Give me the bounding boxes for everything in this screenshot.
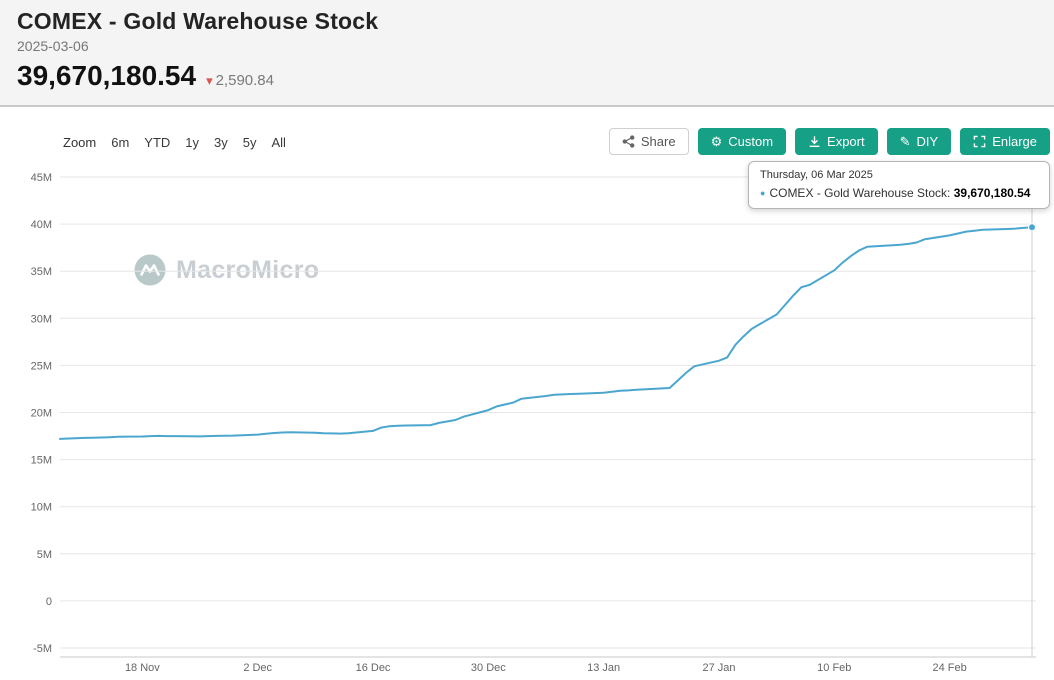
y-axis-label: 0 xyxy=(46,596,52,608)
y-axis-label: 45M xyxy=(31,172,52,184)
down-triangle-icon: ▾ xyxy=(206,73,213,88)
range-1y[interactable]: 1y xyxy=(185,135,200,150)
header-date: 2025-03-06 xyxy=(17,38,89,54)
export-button[interactable]: Export xyxy=(795,128,878,155)
enlarge-button-label: Enlarge xyxy=(992,134,1037,149)
range-ytd[interactable]: YTD xyxy=(144,135,171,150)
gear-icon: ⚙ xyxy=(710,134,723,149)
change-indicator: ▾ 2,590.84 xyxy=(206,72,274,89)
x-axis-label: 13 Jan xyxy=(587,662,620,674)
range-selector: Zoom 6m YTD 1y 3y 5y All xyxy=(63,135,286,150)
pencil-icon: ✎ xyxy=(899,134,911,149)
range-5y[interactable]: 5y xyxy=(242,135,257,150)
range-3y[interactable]: 3y xyxy=(214,135,228,150)
change-value: 2,590.84 xyxy=(215,72,274,89)
x-axis-label: 16 Dec xyxy=(356,662,391,674)
latest-value: 39,670,180.54 xyxy=(17,60,197,91)
custom-button-label: Custom xyxy=(728,134,774,149)
x-axis-label: 10 Feb xyxy=(817,662,851,674)
y-axis-label: 10M xyxy=(31,502,52,514)
y-axis-label: 30M xyxy=(31,313,52,325)
page-title: COMEX - Gold Warehouse Stock xyxy=(17,8,379,34)
chart-tooltip: Thursday, 06 Mar 2025 ● COMEX - Gold Ware… xyxy=(748,161,1050,209)
diy-button-label: DIY xyxy=(916,134,939,149)
diy-button[interactable]: ✎ DIY xyxy=(886,128,952,155)
x-axis-label: 18 Nov xyxy=(125,662,160,674)
tooltip-series-row: ● COMEX - Gold Warehouse Stock: 39,670,18… xyxy=(760,186,1038,200)
y-axis-label: 35M xyxy=(31,266,52,278)
latest-value-row: 39,670,180.54 ▾ 2,590.84 xyxy=(17,60,1054,92)
range-all[interactable]: All xyxy=(271,135,286,150)
tooltip-date: Thursday, 06 Mar 2025 xyxy=(760,169,873,181)
zoom-label: Zoom xyxy=(63,135,97,150)
x-axis-label: 24 Feb xyxy=(933,662,967,674)
enlarge-icon xyxy=(973,135,986,148)
y-axis-label: 40M xyxy=(31,219,52,231)
y-axis-label: 15M xyxy=(31,455,52,467)
series-marker-icon: ● xyxy=(760,188,766,198)
y-axis-label: 5M xyxy=(37,549,52,561)
tooltip-value: 39,670,180.54 xyxy=(953,186,1031,200)
series-line xyxy=(59,226,1033,440)
y-axis-label: 25M xyxy=(31,360,52,372)
chart-toolbar: Share ⚙ Custom Export ✎ DIY Enlarge xyxy=(608,128,1050,155)
share-button-label: Share xyxy=(640,134,676,149)
range-6m[interactable]: 6m xyxy=(111,135,130,150)
y-axis-label: 20M xyxy=(31,408,52,420)
x-axis-label: 27 Jan xyxy=(702,662,735,674)
header: COMEX - Gold Warehouse Stock 2025-03-06 … xyxy=(0,0,1054,107)
enlarge-button[interactable]: Enlarge xyxy=(960,128,1050,155)
chart-section: Zoom 6m YTD 1y 3y 5y All Share ⚙ Custom … xyxy=(0,107,1054,680)
export-button-label: Export xyxy=(827,134,865,149)
last-point-marker xyxy=(1028,223,1036,232)
download-icon xyxy=(809,136,820,148)
custom-button[interactable]: ⚙ Custom xyxy=(697,128,787,155)
share-button[interactable]: Share xyxy=(608,128,689,155)
x-axis-label: 2 Dec xyxy=(243,662,272,674)
tooltip-series-label: COMEX - Gold Warehouse Stock: xyxy=(769,186,951,200)
x-axis-label: 30 Dec xyxy=(471,662,506,674)
y-axis-label: -5M xyxy=(33,643,52,655)
share-icon xyxy=(622,135,635,148)
